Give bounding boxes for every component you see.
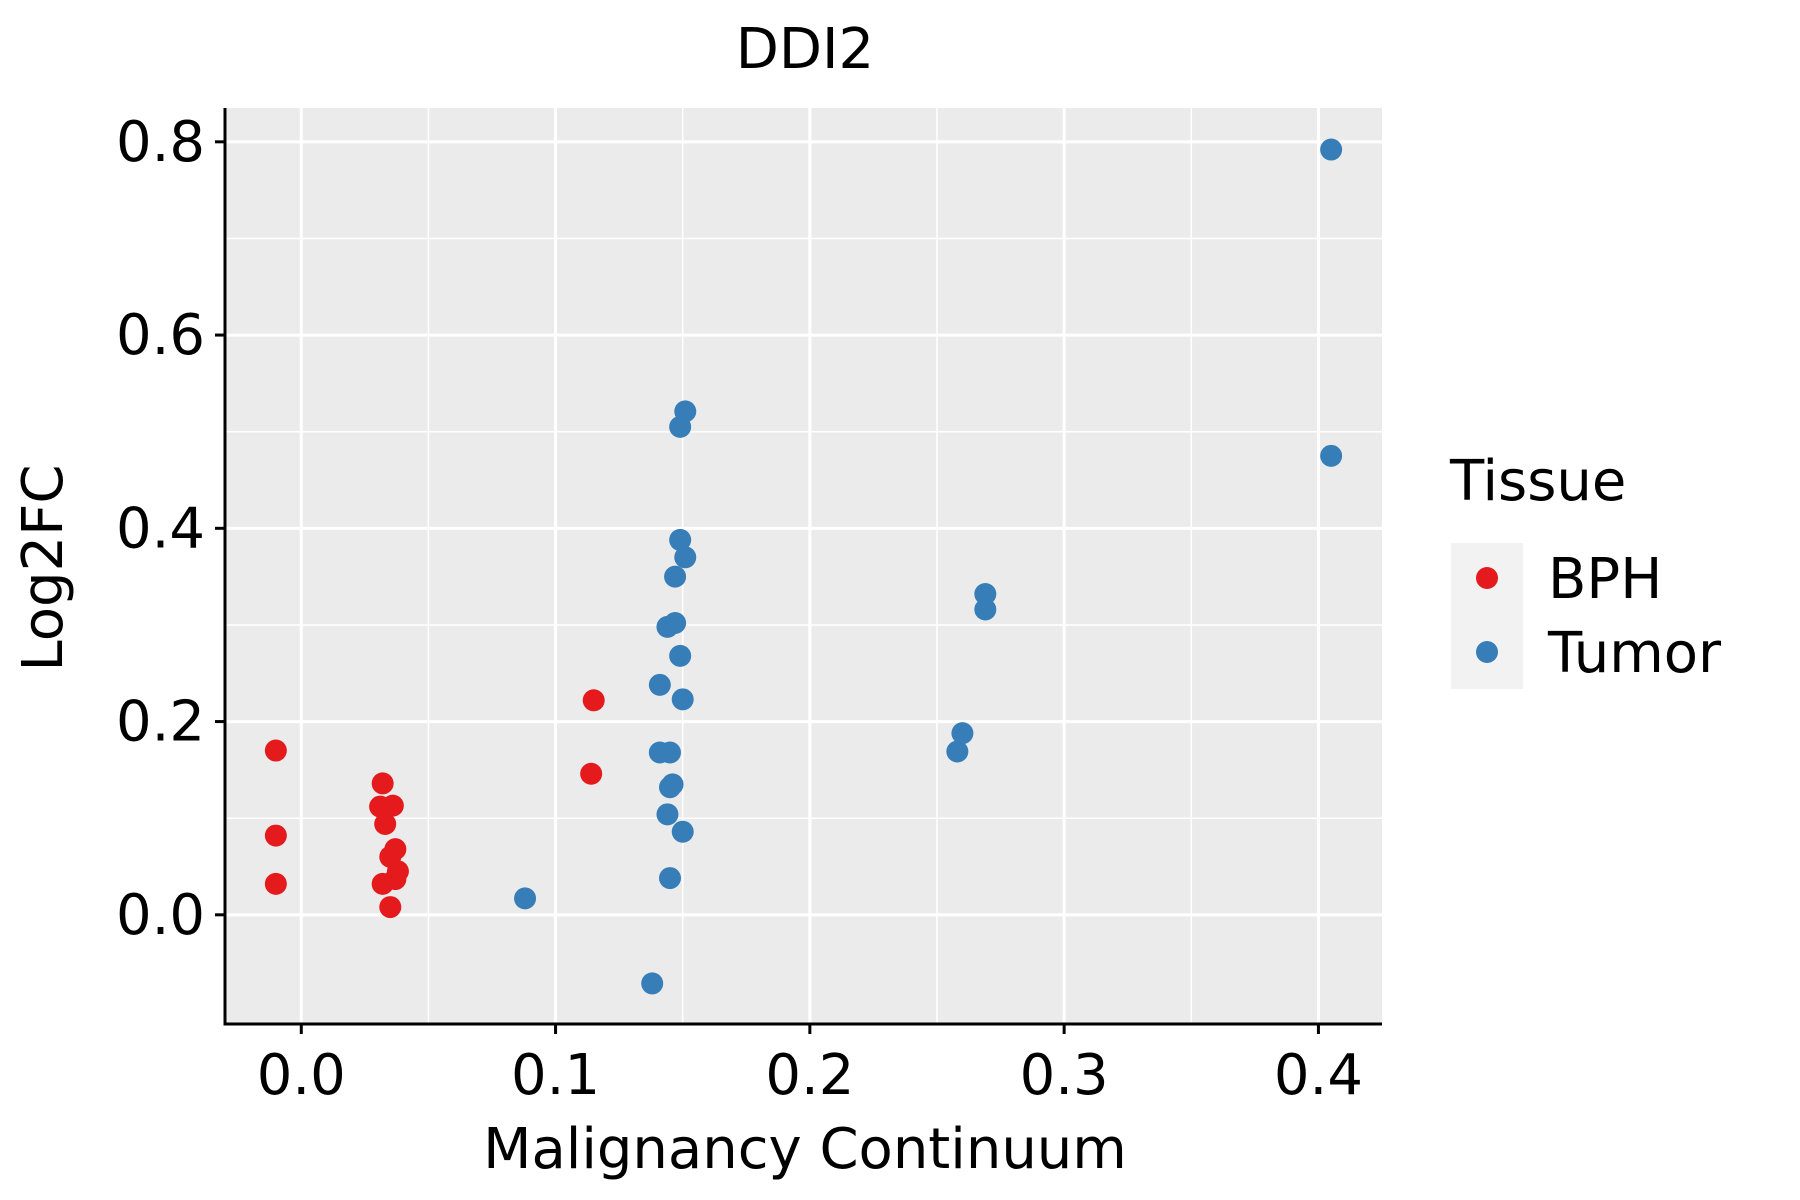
data-point-tumor <box>664 565 687 588</box>
data-point-tumor <box>659 741 681 764</box>
legend-label-bph: BPH <box>1548 547 1662 612</box>
data-point-bph <box>374 812 397 835</box>
y-tick-label: 0.4 <box>116 496 205 561</box>
x-tick-label: 0.3 <box>1020 1043 1109 1108</box>
data-point-bph <box>371 872 394 895</box>
data-point-tumor <box>951 722 974 745</box>
data-point-tumor <box>674 546 697 569</box>
data-point-bph <box>379 896 402 919</box>
data-point-tumor <box>514 887 537 910</box>
legend-items: BPH Tumor <box>1476 547 1722 686</box>
legend-key-background <box>1451 543 1523 689</box>
data-point-tumor <box>656 803 679 826</box>
data-point-tumor <box>671 688 694 711</box>
y-axis-label: Log2FC <box>11 465 76 672</box>
y-tick-label: 0.2 <box>116 690 205 755</box>
data-points <box>264 138 1343 995</box>
data-point-tumor <box>1320 138 1343 161</box>
legend-key-tumor <box>1476 641 1498 663</box>
data-point-tumor <box>1320 444 1343 467</box>
x-axis-ticks: 0.0 0.1 0.2 0.3 0.4 <box>257 1024 1363 1108</box>
legend-key-bph <box>1476 567 1498 589</box>
x-tick-label: 0.0 <box>257 1043 346 1108</box>
data-point-bph <box>580 762 603 785</box>
data-point-tumor <box>974 598 997 621</box>
data-point-tumor <box>946 740 969 763</box>
data-point-tumor <box>656 615 679 638</box>
data-point-tumor <box>669 415 692 438</box>
data-point-bph <box>264 824 287 847</box>
data-point-tumor <box>659 867 681 890</box>
y-tick-label: 0.0 <box>116 883 205 948</box>
data-point-bph <box>264 872 287 895</box>
legend-title: Tissue <box>1449 449 1626 514</box>
grid-major <box>225 108 1382 1024</box>
plot-panel <box>225 108 1382 1024</box>
y-tick-label: 0.6 <box>116 303 205 368</box>
y-tick-label: 0.8 <box>116 110 205 175</box>
data-point-tumor <box>659 776 681 799</box>
data-point-tumor <box>641 972 664 995</box>
data-point-bph <box>381 794 404 817</box>
x-tick-label: 0.1 <box>511 1043 600 1108</box>
legend-label-tumor: Tumor <box>1547 621 1722 686</box>
legend: Tissue BPH Tumor <box>1449 449 1722 689</box>
data-point-bph <box>582 689 605 712</box>
y-axis-ticks: 0.0 0.2 0.4 0.6 0.8 <box>116 110 225 948</box>
x-axis-label: Malignancy Continuum <box>483 1117 1127 1182</box>
x-tick-label: 0.2 <box>765 1043 854 1108</box>
x-tick-label: 0.4 <box>1274 1043 1363 1108</box>
data-point-tumor <box>669 528 692 551</box>
data-point-bph <box>264 739 287 762</box>
data-point-tumor <box>974 583 997 606</box>
data-point-tumor <box>671 820 694 843</box>
chart-title: DDI2 <box>736 17 874 82</box>
data-point-tumor <box>648 673 671 696</box>
data-point-bph <box>371 772 394 795</box>
data-point-tumor <box>669 644 692 667</box>
